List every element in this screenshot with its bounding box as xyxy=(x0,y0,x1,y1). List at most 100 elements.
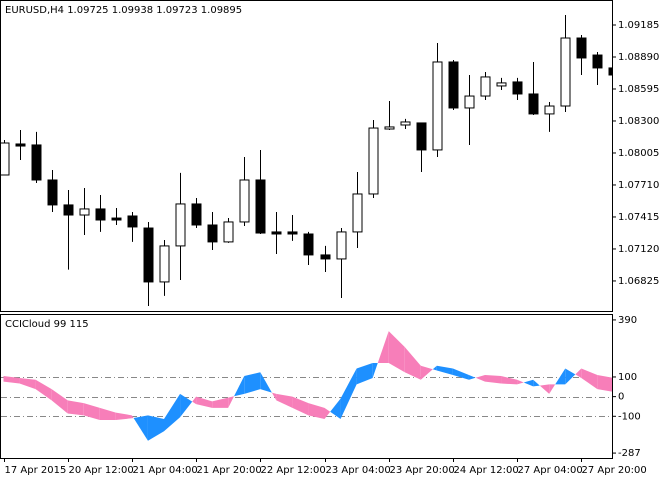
y-tick-label: 0 xyxy=(618,392,624,403)
candle-body xyxy=(111,217,122,221)
cloud-segment xyxy=(549,384,556,394)
candle-body xyxy=(15,143,26,147)
candle-body xyxy=(303,233,314,256)
x-tick-label: 27 Apr 04:00 xyxy=(518,465,583,476)
cloud-segment xyxy=(83,403,100,421)
candle-body xyxy=(175,203,186,247)
plot-area xyxy=(1,15,612,307)
candle-body xyxy=(560,37,571,107)
cloud-segment xyxy=(115,412,132,421)
cloud-segment xyxy=(436,365,453,375)
y-tick-label: -287 xyxy=(618,448,641,459)
cloud-segment xyxy=(517,379,524,385)
cloud-segment xyxy=(523,379,534,387)
y-tick-label: 1.07415 xyxy=(618,212,659,223)
candle-body xyxy=(448,61,459,109)
y-tick-label: 1.06825 xyxy=(618,276,659,287)
x-tick-label: 17 Apr 2015 xyxy=(5,465,67,476)
cloud-segment xyxy=(377,331,389,363)
x-tick-label: 20 Apr 12:00 xyxy=(69,465,134,476)
candle-body xyxy=(47,179,58,206)
cloud-segment xyxy=(308,403,325,420)
cloud-segment xyxy=(501,375,518,385)
cloud-segment xyxy=(51,389,68,414)
cloud-segment xyxy=(212,397,229,408)
x-tick-label: 23 Apr 20:00 xyxy=(390,465,455,476)
cloud-segment xyxy=(19,377,36,390)
candle-body xyxy=(143,227,154,283)
candle-body xyxy=(1,142,10,176)
cloud-segment xyxy=(147,415,164,441)
cloud-segment xyxy=(388,331,405,373)
y-tick-label: 1.09185 xyxy=(618,20,659,31)
y-tick-label: 1.08890 xyxy=(618,52,659,63)
cloud-segment xyxy=(575,368,582,378)
y-tick-label: 100 xyxy=(618,372,637,383)
candle-body xyxy=(528,93,539,115)
y-tick-label: -100 xyxy=(618,411,641,422)
cloud-segment xyxy=(565,368,576,385)
candle-body xyxy=(63,204,74,216)
cloud-segment xyxy=(180,393,193,418)
candle-body xyxy=(320,254,331,260)
y-tick-label: 1.08595 xyxy=(618,84,659,95)
cloud-segment xyxy=(324,407,331,420)
plot-area xyxy=(1,331,612,441)
candle-body xyxy=(191,203,202,226)
candle-body xyxy=(496,82,507,87)
candle-body xyxy=(464,95,475,109)
cloud-segment xyxy=(234,375,245,397)
cloud-segment xyxy=(164,393,181,432)
cloud-segment xyxy=(597,374,612,392)
candle-body xyxy=(31,144,42,181)
cloud-segment xyxy=(356,362,373,385)
y-tick-label: 390 xyxy=(618,315,637,326)
cloud-segment xyxy=(244,372,261,394)
candle-body xyxy=(544,105,555,115)
candle-body xyxy=(159,245,170,283)
cloud-segment xyxy=(228,396,235,408)
cloud-segment xyxy=(330,398,341,420)
candle-body xyxy=(271,231,282,235)
x-tick-label: 24 Apr 12:00 xyxy=(454,465,519,476)
candle-body xyxy=(576,37,587,59)
cloud-segment xyxy=(404,347,421,380)
candle-body xyxy=(127,215,138,228)
cloud-segment xyxy=(271,392,277,401)
candle-body xyxy=(512,81,523,95)
cloud-segment xyxy=(452,368,469,380)
cloud-segment xyxy=(3,375,20,384)
cloud-segment xyxy=(99,407,116,421)
x-tick-label: 22 Apr 12:00 xyxy=(261,465,326,476)
candle-body xyxy=(352,193,363,233)
cloud-segment xyxy=(475,374,485,382)
candle-body xyxy=(207,224,218,243)
cloud-segment xyxy=(260,372,272,393)
candle-body xyxy=(592,54,603,69)
x-tick-label: 21 Apr 04:00 xyxy=(133,465,198,476)
cloud-segment xyxy=(133,415,148,441)
cloud-segment xyxy=(555,368,566,385)
candle-body xyxy=(239,179,250,223)
cloud-segment xyxy=(340,368,357,420)
cloud-segment xyxy=(468,374,476,380)
cloud-segment xyxy=(372,362,378,378)
y-tick-label: 1.07120 xyxy=(618,244,659,255)
y-tick-label: 1.08300 xyxy=(618,116,659,127)
candle-body xyxy=(255,179,266,234)
candle-body xyxy=(432,61,443,151)
main-pane xyxy=(0,0,613,312)
candle-body xyxy=(95,208,106,221)
y-tick-label: 1.08005 xyxy=(618,148,659,159)
cloud-segment xyxy=(276,393,293,408)
cloud-segment xyxy=(196,396,213,408)
cloud-segment xyxy=(539,384,550,394)
x-tick-label: 21 Apr 20:00 xyxy=(197,465,262,476)
cloud-segment xyxy=(533,379,540,387)
pane-title: CCICloud 99 115 xyxy=(5,319,89,330)
y-tick-label: 1.07710 xyxy=(618,180,659,191)
candle-body xyxy=(400,121,411,126)
candle-body xyxy=(79,208,90,216)
